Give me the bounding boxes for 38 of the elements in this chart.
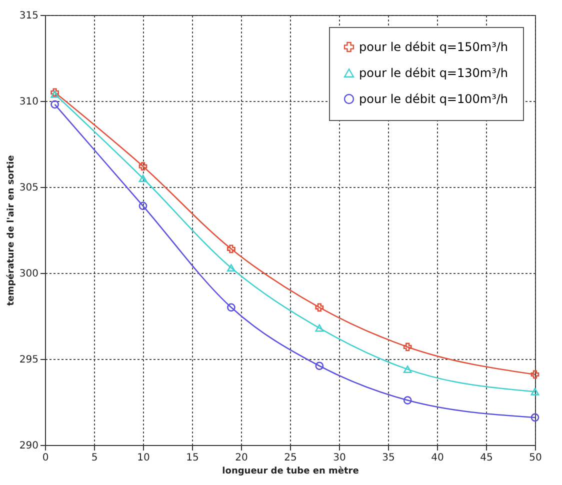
- point: [403, 366, 412, 374]
- legend-label: pour le débit q=130m³/h: [359, 66, 508, 80]
- y-tick-label: 315: [19, 10, 38, 22]
- x-tick-label: 40: [431, 452, 444, 464]
- x-tick-label: 0: [42, 452, 49, 464]
- point: [530, 413, 540, 422]
- y-tick-label: 290: [19, 440, 38, 452]
- point: [227, 244, 236, 254]
- x-tick-label: 50: [529, 452, 542, 464]
- x-axis-title: longueur de tube en mètre: [222, 466, 359, 476]
- legend-label: pour le débit q=150m³/h: [359, 40, 508, 54]
- point: [138, 162, 148, 171]
- point: [315, 324, 324, 332]
- x-tick-label: 15: [186, 452, 199, 464]
- point: [50, 100, 59, 109]
- point: [227, 264, 236, 272]
- x-tick-label: 30: [333, 452, 346, 464]
- legend-label: pour le débit q=100m³/h: [359, 92, 508, 106]
- point: [227, 303, 236, 312]
- x-tick-label: 20: [235, 452, 248, 464]
- point: [403, 396, 412, 404]
- point: [403, 342, 412, 352]
- point: [138, 202, 148, 210]
- x-tick-label: 45: [480, 452, 493, 464]
- point: [530, 370, 540, 379]
- x-tick-label: 10: [137, 452, 150, 464]
- x-tick-label: 5: [91, 452, 98, 464]
- x-tick-label: 25: [284, 452, 297, 464]
- y-axis-title: température de l'air en sortie: [5, 155, 16, 306]
- y-tick-label: 310: [19, 96, 38, 108]
- point: [530, 388, 540, 396]
- y-tick-label: 295: [19, 354, 38, 366]
- y-tick-label: 300: [19, 268, 38, 280]
- x-tick-label: 35: [382, 452, 395, 464]
- point: [315, 303, 324, 312]
- point: [315, 362, 324, 370]
- point: [138, 174, 148, 182]
- y-tick-label: 305: [19, 182, 38, 194]
